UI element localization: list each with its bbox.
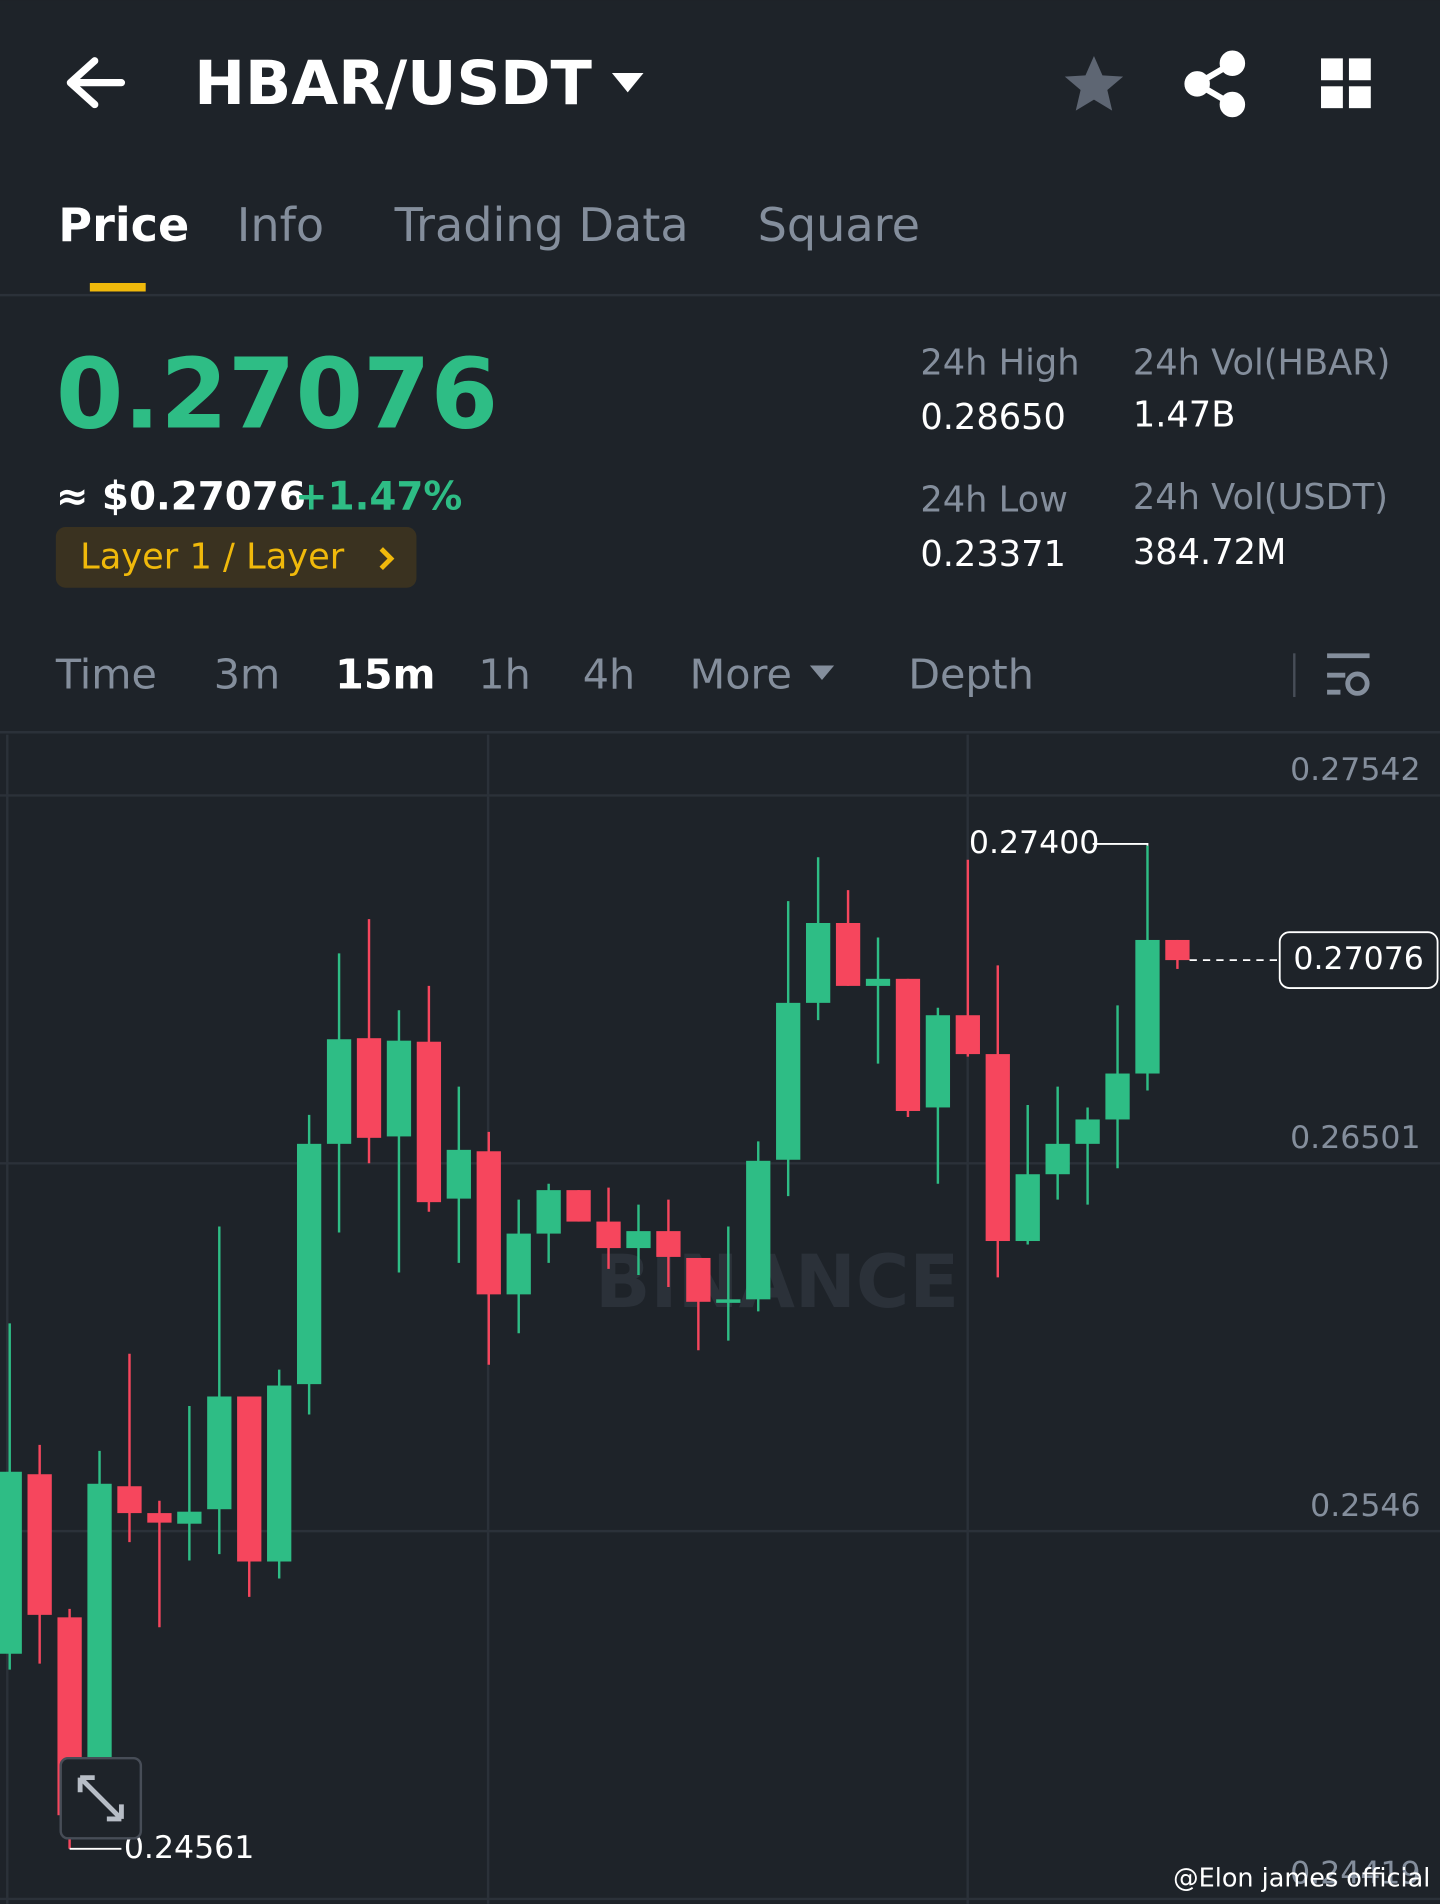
candle-body <box>1135 939 1160 1074</box>
stat-value: 384.72M <box>1133 532 1287 573</box>
y-tick-label: 0.26501 <box>1290 1120 1420 1156</box>
candle-body <box>925 1015 951 1108</box>
candle-body <box>716 1299 741 1303</box>
pair-title[interactable]: HBAR/USDT <box>194 49 592 119</box>
candle-body <box>805 923 831 1003</box>
candle-body <box>87 1483 112 1761</box>
candle-body <box>596 1221 621 1249</box>
candle-body <box>386 1040 412 1137</box>
candle-body <box>356 1038 382 1138</box>
tab-indicator <box>89 282 146 292</box>
candle-body <box>835 923 861 986</box>
candle-body <box>1045 1143 1070 1175</box>
stat-value: 1.47B <box>1133 395 1236 436</box>
stat-label: 24h Vol(USDT) <box>1133 477 1388 518</box>
candle-body <box>147 1513 172 1523</box>
max-label: 0.27400 <box>969 825 1099 861</box>
candle-body <box>776 1002 801 1160</box>
candle-body <box>296 1143 322 1385</box>
back-button[interactable] <box>66 57 126 109</box>
candle-body <box>1015 1174 1040 1242</box>
candle-body <box>865 978 891 986</box>
candle-body <box>656 1231 681 1257</box>
candle-body <box>267 1385 292 1562</box>
candle-body <box>1075 1119 1100 1144</box>
candle-body <box>27 1474 52 1615</box>
tag-chip[interactable] <box>55 527 417 588</box>
candle-body <box>0 1471 22 1654</box>
usd-price: ≈ $0.27076 <box>56 475 306 520</box>
y-tick-label: 0.27542 <box>1290 752 1420 788</box>
chart-settings[interactable] <box>1327 653 1370 696</box>
interval[interactable]: 15m <box>335 651 435 699</box>
candle-body <box>536 1190 561 1234</box>
tab[interactable]: Info <box>237 198 324 252</box>
tab[interactable]: Square <box>758 198 920 252</box>
candle-body <box>416 1041 442 1203</box>
interval[interactable]: 1h <box>478 651 530 699</box>
footer-watermark: @Elon james official <box>1173 1864 1430 1894</box>
min-label: 0.24561 <box>124 1830 254 1866</box>
pair-dropdown[interactable] <box>611 72 644 93</box>
more-dropdown[interactable] <box>809 665 835 681</box>
tab[interactable]: Price <box>58 198 189 252</box>
candle-body <box>686 1257 711 1302</box>
candle-body <box>177 1511 202 1524</box>
tag-chevron <box>379 547 395 571</box>
layout-button[interactable] <box>1321 58 1371 109</box>
expand-icon <box>77 1775 124 1822</box>
last-price-box <box>1278 931 1439 989</box>
candle-body <box>476 1151 501 1295</box>
candle-body <box>1165 939 1190 961</box>
candle-body <box>506 1233 531 1295</box>
tab[interactable]: Trading Data <box>394 198 689 252</box>
stat-value: 0.28650 <box>920 397 1066 438</box>
stat-label: 24h Vol(HBAR) <box>1133 342 1391 383</box>
candle-body <box>207 1396 232 1510</box>
interval[interactable]: Time <box>55 651 157 699</box>
interval[interactable]: 4h <box>583 651 635 699</box>
stat-label: 24h Low <box>920 480 1068 521</box>
candle-body <box>446 1149 471 1199</box>
share-button[interactable] <box>1184 50 1246 118</box>
candle-body <box>955 1015 980 1055</box>
chart-watermark: BINANCE <box>595 1240 959 1325</box>
last-price-tag: 0.27076 <box>1293 941 1423 977</box>
y-tick-label: 0.2546 <box>1310 1488 1420 1524</box>
candle-body <box>985 1054 1010 1242</box>
tag-label[interactable]: Layer 1 / Layer <box>80 537 345 578</box>
candle-body <box>326 1039 352 1144</box>
candle-body <box>626 1231 651 1249</box>
candle-body <box>117 1486 142 1514</box>
candle-body <box>237 1396 262 1562</box>
interval[interactable]: More <box>690 651 792 699</box>
stat-label: 24h High <box>920 342 1079 383</box>
candle-body <box>566 1190 591 1222</box>
interval[interactable]: Depth <box>908 651 1034 699</box>
price-change: +1.47% <box>295 475 462 520</box>
y-tick-label: 0.24419 <box>1290 1856 1420 1892</box>
max-connector <box>1092 843 1149 846</box>
candle-body <box>895 978 921 1111</box>
candle-body <box>746 1160 771 1300</box>
favorite-button[interactable] <box>1064 55 1124 111</box>
interval[interactable]: 3m <box>214 651 280 699</box>
candle-body <box>1105 1073 1130 1120</box>
last-price: 0.27076 <box>56 338 498 451</box>
stat-value: 0.23371 <box>920 534 1066 575</box>
